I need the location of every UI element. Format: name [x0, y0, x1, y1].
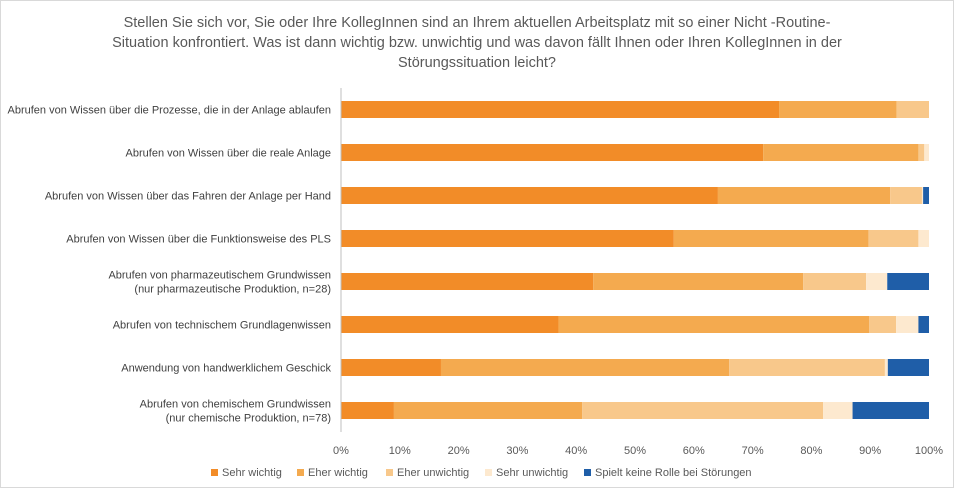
- bar-segment: [341, 273, 594, 290]
- x-tick-label: 90%: [859, 445, 881, 457]
- bar-segment: [918, 316, 929, 333]
- bar-segment: [918, 230, 929, 247]
- category-label: Abrufen von technischem Grundlagenwissen: [113, 320, 331, 332]
- x-tick-label: 70%: [742, 445, 764, 457]
- bar-segment: [887, 273, 929, 290]
- legend-label: Eher wichtig: [308, 467, 368, 479]
- bar-segment: [341, 359, 441, 376]
- legend-swatch: [584, 469, 591, 476]
- bar-segment: [582, 402, 824, 419]
- x-tick-label: 10%: [389, 445, 411, 457]
- category-label: Abrufen von pharmazeutischem Grundwissen: [108, 270, 331, 282]
- bar-segment: [896, 101, 929, 118]
- category-label: Abrufen von Wissen über die Prozesse, di…: [8, 105, 331, 117]
- bar-segment: [729, 359, 885, 376]
- bar-segment: [866, 273, 888, 290]
- bar-segment: [884, 359, 888, 376]
- category-label: Abrufen von chemischem Grundwissen: [140, 399, 331, 411]
- chart-title-line: Störungssituation leicht?: [398, 55, 556, 71]
- bar-segment: [558, 316, 870, 333]
- bar-segment: [341, 316, 559, 333]
- x-tick-label: 30%: [506, 445, 528, 457]
- bar-segment: [887, 359, 929, 376]
- x-axis-ticks: 0% 10% 20% 30% 40% 50% 60% 70% 80% 90% 100%: [333, 445, 943, 457]
- bar-segment: [779, 101, 897, 118]
- bar-segment: [924, 144, 929, 161]
- legend-label: Sehr wichtig: [222, 467, 282, 479]
- bar-segment: [341, 187, 718, 204]
- bar-segment: [341, 230, 674, 247]
- legend-swatch: [485, 469, 492, 476]
- x-tick-label: 20%: [448, 445, 470, 457]
- bar-segment: [869, 316, 897, 333]
- bar-segment: [440, 359, 730, 376]
- category-labels: Abrufen von Wissen über die Prozesse, di…: [8, 105, 332, 425]
- bar-segment: [341, 402, 394, 419]
- category-label: Abrufen von Wissen über die reale Anlage: [126, 148, 331, 160]
- bar-segment: [923, 187, 929, 204]
- category-label: (nur chemische Produktion, n=78): [166, 413, 331, 425]
- legend-label: Eher unwichtig: [397, 467, 469, 479]
- bar-segment: [393, 402, 583, 419]
- legend-label: Spielt keine Rolle bei Störungen: [595, 467, 752, 479]
- bar-segment: [673, 230, 869, 247]
- chart-title: Stellen Sie sich vor, Sie oder Ihre Koll…: [112, 15, 842, 71]
- x-tick-label: 0%: [333, 445, 349, 457]
- chart-title-line: Stellen Sie sich vor, Sie oder Ihre Koll…: [124, 15, 831, 31]
- x-tick-label: 40%: [565, 445, 587, 457]
- bar-segment: [803, 273, 867, 290]
- x-tick-label: 60%: [683, 445, 705, 457]
- legend: Sehr wichtig Eher wichtig Eher unwichtig Se…: [211, 467, 752, 479]
- category-label: Abrufen von Wissen über die Funktionswei…: [66, 234, 331, 246]
- bar-segment: [896, 316, 919, 333]
- bar-segment: [823, 402, 853, 419]
- bar-segment: [852, 402, 929, 419]
- bar-segment: [890, 187, 922, 204]
- bar-segment: [593, 273, 804, 290]
- x-tick-label: 50%: [624, 445, 646, 457]
- legend-swatch: [386, 469, 393, 476]
- bar-segment: [717, 187, 891, 204]
- category-label: Abrufen von Wissen über das Fahren der A…: [45, 191, 331, 203]
- legend-label: Sehr unwichtig: [496, 467, 568, 479]
- bar-segment: [763, 144, 919, 161]
- x-tick-label: 100%: [915, 445, 943, 457]
- bar-segment: [918, 144, 925, 161]
- bar-segment: [868, 230, 919, 247]
- legend-swatch: [211, 469, 218, 476]
- bar-segment: [341, 144, 764, 161]
- chart-title-line: Situation konfrontiert. Was ist dann wic…: [112, 35, 842, 51]
- x-tick-label: 80%: [800, 445, 822, 457]
- legend-swatch: [297, 469, 304, 476]
- bars: [341, 101, 929, 419]
- bar-segment: [921, 187, 924, 204]
- category-label: Anwendung von handwerklichem Geschick: [121, 363, 331, 375]
- category-label: (nur pharmazeutische Produktion, n=28): [134, 284, 331, 296]
- bar-segment: [341, 101, 780, 118]
